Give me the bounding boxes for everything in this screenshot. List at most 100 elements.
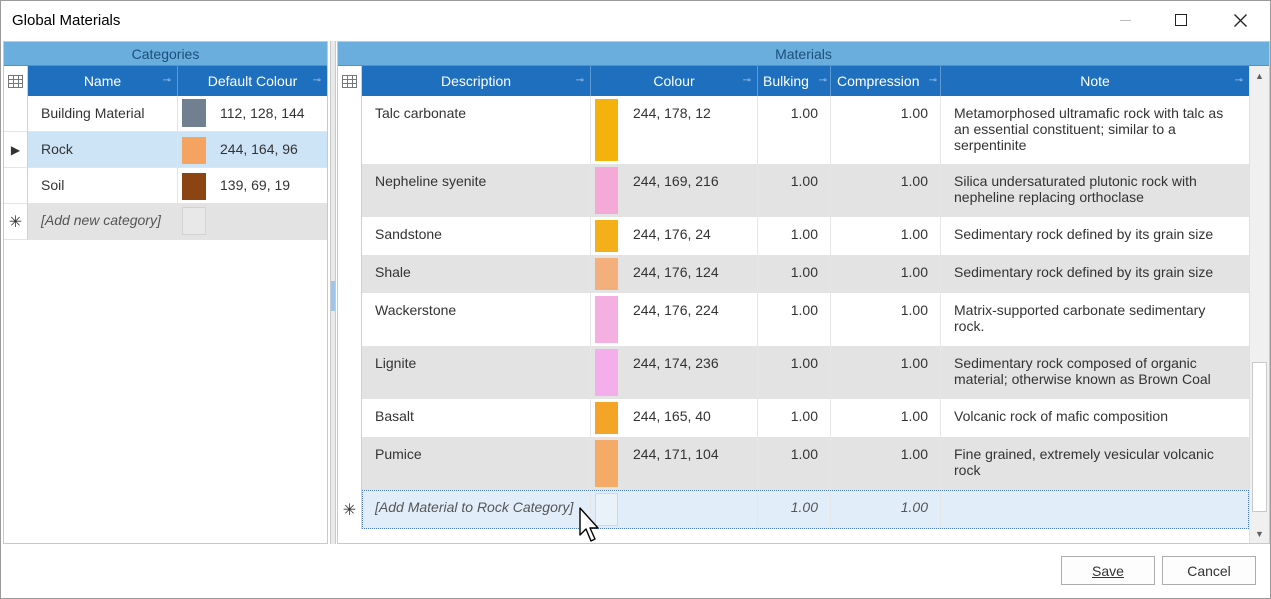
note-cell[interactable]: Sedimentary rock defined by its grain si… [941,255,1249,293]
scroll-up-button[interactable]: ▲ [1250,66,1269,85]
pin-icon[interactable]: ⊸ [818,75,827,86]
note-cell[interactable]: Sedimentary rock composed of organic mat… [941,346,1249,399]
row-header[interactable] [338,255,362,293]
colour-swatch[interactable] [182,173,206,200]
new-category-cell[interactable]: [Add new category] [28,204,178,240]
description-cell[interactable]: Sandstone [362,217,591,255]
colour-cell[interactable]: 244, 178, 12 [591,96,758,164]
description-cell[interactable]: Wackerstone [362,293,591,346]
row-header[interactable]: ✳ [338,490,362,529]
material-row[interactable]: Basalt 244, 165, 40 1.00 1.00 Volcanic r… [338,399,1249,437]
bulking-cell[interactable]: 1.00 [758,346,831,399]
material-row[interactable]: Sandstone 244, 176, 24 1.00 1.00 Sedimen… [338,217,1249,255]
colour-cell[interactable]: 244, 176, 24 [591,217,758,255]
category-row-selected[interactable]: ▶ Rock 244, 164, 96 [4,132,327,168]
compression-cell[interactable]: 1.00 [831,217,941,255]
bulking-cell[interactable]: 1.00 [758,96,831,164]
note-cell[interactable]: Volcanic rock of mafic composition [941,399,1249,437]
row-header[interactable] [338,293,362,346]
colour-swatch[interactable] [595,296,618,343]
description-cell[interactable]: Lignite [362,346,591,399]
row-header[interactable]: ▶ [4,132,28,168]
category-name-cell[interactable]: Soil [28,168,178,204]
category-colour-cell[interactable]: 112, 128, 144 [178,96,327,132]
row-header[interactable] [338,164,362,217]
note-cell[interactable]: Metamorphosed ultramafic rock with talc … [941,96,1249,164]
description-cell[interactable]: Shale [362,255,591,293]
row-header[interactable] [338,217,362,255]
pin-icon[interactable]: ⊸ [162,75,171,86]
row-header[interactable] [4,168,28,204]
column-header-colour[interactable]: Colour ⊸ [591,66,758,96]
compression-cell[interactable]: 1.00 [831,437,941,490]
column-header-name[interactable]: Name ⊸ [28,66,178,96]
category-name-cell[interactable]: Rock [28,132,178,168]
pin-icon[interactable]: ⊸ [312,75,321,86]
minimize-button[interactable] [1102,1,1148,39]
panel-splitter[interactable] [330,41,336,544]
colour-swatch[interactable] [182,99,206,127]
new-bulking-cell[interactable]: 1.00 [758,490,831,529]
bulking-cell[interactable]: 1.00 [758,164,831,217]
splitter-grip[interactable] [331,281,335,311]
compression-cell[interactable]: 1.00 [831,96,941,164]
material-row[interactable]: Nepheline syenite 244, 169, 216 1.00 1.0… [338,164,1249,217]
description-cell[interactable]: Basalt [362,399,591,437]
colour-swatch[interactable] [595,258,618,290]
note-cell[interactable]: Fine grained, extremely vesicular volcan… [941,437,1249,490]
pin-icon[interactable]: ⊸ [928,75,937,86]
pin-icon[interactable]: ⊸ [1234,75,1243,86]
material-row[interactable]: Lignite 244, 174, 236 1.00 1.00 Sediment… [338,346,1249,399]
colour-swatch[interactable] [595,349,618,396]
colour-swatch-empty[interactable] [595,493,618,526]
scroll-thumb[interactable] [1252,362,1267,512]
colour-cell[interactable]: 244, 171, 104 [591,437,758,490]
bulking-cell[interactable]: 1.00 [758,293,831,346]
colour-cell[interactable]: 244, 174, 236 [591,346,758,399]
colour-cell[interactable]: 244, 169, 216 [591,164,758,217]
column-header-default-colour[interactable]: Default Colour ⊸ [178,66,327,96]
column-header-bulking[interactable]: Bulking ⊸ [758,66,831,96]
note-cell[interactable]: Matrix-supported carbonate sedimentary r… [941,293,1249,346]
description-cell[interactable]: Talc carbonate [362,96,591,164]
new-category-row[interactable]: ✳ [Add new category] [4,204,327,240]
category-name-cell[interactable]: Building Material [28,96,178,132]
colour-swatch[interactable] [182,137,206,164]
row-header[interactable]: ✳ [4,204,28,240]
category-row[interactable]: Soil 139, 69, 19 [4,168,327,204]
compression-cell[interactable]: 1.00 [831,293,941,346]
colour-swatch[interactable] [595,402,618,434]
row-header[interactable] [338,437,362,490]
category-colour-cell[interactable]: 244, 164, 96 [178,132,327,168]
compression-cell[interactable]: 1.00 [831,399,941,437]
save-button[interactable]: Save [1061,556,1155,585]
colour-swatch[interactable] [595,99,618,161]
compression-cell[interactable]: 1.00 [831,346,941,399]
compression-cell[interactable]: 1.00 [831,255,941,293]
cancel-button[interactable]: Cancel [1162,556,1256,585]
pin-icon[interactable]: ⊸ [742,75,751,86]
new-description-cell[interactable]: [Add Material to Rock Category] [362,490,591,529]
category-row[interactable]: Building Material 112, 128, 144 [4,96,327,132]
row-header[interactable] [338,96,362,164]
colour-swatch[interactable] [595,220,618,252]
column-header-description[interactable]: Description ⊸ [362,66,591,96]
row-header[interactable] [338,399,362,437]
row-header[interactable] [4,96,28,132]
description-cell[interactable]: Nepheline syenite [362,164,591,217]
column-chooser-button[interactable] [4,66,28,96]
column-header-compression[interactable]: Compression ⊸ [831,66,941,96]
new-category-colour-cell[interactable] [178,204,327,240]
description-cell[interactable]: Pumice [362,437,591,490]
new-colour-cell[interactable] [591,490,758,529]
category-colour-cell[interactable]: 139, 69, 19 [178,168,327,204]
material-row[interactable]: Shale 244, 176, 124 1.00 1.00 Sedimentar… [338,255,1249,293]
material-row[interactable]: Talc carbonate 244, 178, 12 1.00 1.00 Me… [338,96,1249,164]
bulking-cell[interactable]: 1.00 [758,437,831,490]
pin-icon[interactable]: ⊸ [575,75,584,86]
scroll-down-button[interactable]: ▼ [1250,524,1269,543]
new-compression-cell[interactable]: 1.00 [831,490,941,529]
colour-cell[interactable]: 244, 176, 224 [591,293,758,346]
vertical-scrollbar[interactable]: ▲ ▼ [1249,66,1269,543]
column-header-note[interactable]: Note ⊸ [941,66,1249,96]
